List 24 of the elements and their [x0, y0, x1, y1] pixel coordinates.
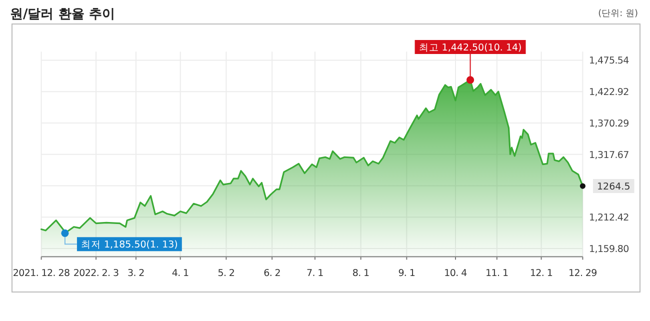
text: (단위: 원): [598, 9, 638, 19]
chart-title: 원/달러 환율 추이: [10, 7, 115, 22]
x-tick-label: 2022. 2. 3: [73, 268, 119, 279]
x-tick-label: 8. 1: [352, 268, 370, 279]
x-tick-label: 10. 4: [444, 268, 468, 279]
annotation: 최고 1,442.50(10. 14): [418, 42, 522, 54]
x-tick-label: 12. 29: [568, 268, 598, 279]
y-tick-label: 1,317.67: [589, 150, 630, 161]
x-tick-label: 2021. 12. 28: [12, 268, 70, 279]
annotation: 1264.5: [597, 182, 630, 193]
x-tick-label: 6. 2: [264, 268, 281, 279]
x-tick-label: 12. 1: [530, 268, 553, 279]
x-tick-label: 7. 1: [306, 268, 324, 279]
annotation: 최저 1,185.50(1. 13): [80, 240, 178, 251]
x-tick-label: 5. 2: [218, 268, 235, 279]
y-tick-label: 1,475.54: [589, 56, 630, 67]
y-tick-label: 1,212.42: [589, 212, 630, 224]
x-tick-label: 11. 1: [486, 268, 508, 279]
x-tick-label: 4. 1: [172, 268, 190, 279]
y-tick-label: 1,159.80: [589, 244, 630, 255]
x-tick-label: 9. 1: [398, 268, 416, 279]
y-tick-label: 1,370.29: [589, 118, 630, 130]
x-tick-label: 3. 2: [128, 268, 145, 279]
y-tick-label: 1,422.92: [589, 87, 630, 98]
